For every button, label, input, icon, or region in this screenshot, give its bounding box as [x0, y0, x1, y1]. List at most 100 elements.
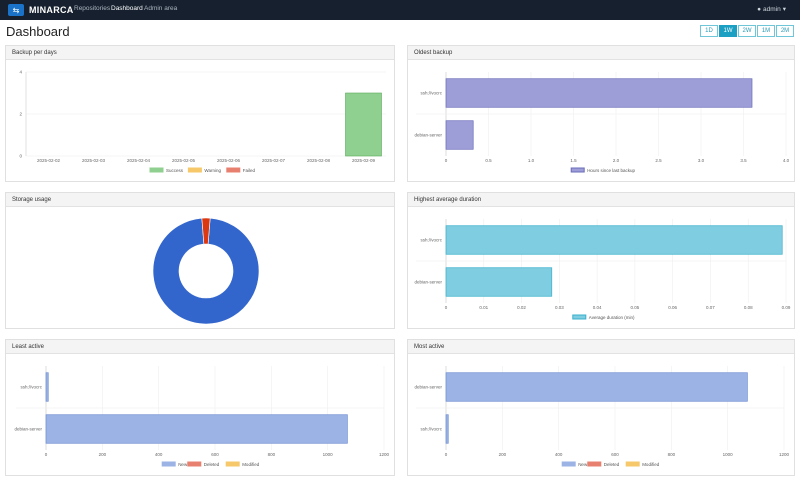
top-navbar: ⇆ MINARCA Repositories Dashboard Admin a…	[0, 0, 800, 20]
card-title: Least active	[6, 340, 394, 354]
legend-label: Deleted	[604, 462, 620, 467]
y-tick-label: ssh://vocrc	[420, 238, 442, 243]
x-tick-label: 600	[211, 452, 219, 457]
period-1w-button[interactable]: 1W	[719, 25, 737, 37]
x-tick-label: 200	[99, 452, 107, 457]
legend-label: Success	[166, 168, 184, 173]
x-tick-label: 2025-02-03	[82, 158, 106, 163]
card-backup-per-days: Backup per days 0 2 4 2025-02-02 2025-02-03 2…	[5, 45, 395, 182]
most-active-chart: 0 200 400 600 800 1000 1200 debian-server ssh://…	[414, 366, 790, 467]
bar	[45, 372, 49, 402]
legend-label: Modified	[642, 462, 660, 467]
x-tick-label: 800	[668, 452, 676, 457]
x-tick-label: 2025-02-04	[127, 158, 151, 163]
brand-name: MINARCA	[29, 5, 74, 15]
card-title: Backup per days	[6, 46, 394, 60]
x-tick-label: 3.5	[740, 158, 747, 163]
x-tick-label: 0	[445, 305, 448, 310]
y-tick-label: debian-server	[414, 133, 442, 138]
legend-swatch	[625, 461, 640, 467]
bar	[445, 225, 783, 255]
user-menu[interactable]: ● admin ▾	[757, 5, 786, 14]
legend-swatch	[187, 461, 202, 467]
x-tick-label: 1.0	[528, 158, 535, 163]
period-1m-button[interactable]: 1M	[757, 25, 775, 37]
bar	[445, 267, 553, 297]
period-2w-button[interactable]: 2W	[738, 25, 756, 37]
x-tick-label: 0.09	[782, 305, 791, 310]
legend-swatch	[161, 461, 176, 467]
x-tick-label: 2025-02-07	[262, 158, 286, 163]
x-tick-label: 0.03	[555, 305, 564, 310]
card-most-active: Most active 0 200 400 600 800 1000 1200 debian-…	[407, 339, 795, 476]
card-title: Storage usage	[6, 193, 394, 207]
x-tick-label: 1.5	[570, 158, 577, 163]
card-least-active: Least active 0 200 400 600 800 1000 1200 ssh://…	[5, 339, 395, 476]
card-title: Most active	[408, 340, 794, 354]
x-tick-label: 0.01	[479, 305, 488, 310]
x-tick-label: 0	[445, 452, 448, 457]
legend-label: Warning	[204, 168, 221, 173]
y-tick-label: debian-server	[14, 427, 42, 432]
legend-swatch	[149, 167, 164, 173]
x-tick-label: 0.07	[706, 305, 715, 310]
period-2m-button[interactable]: 2M	[776, 25, 794, 37]
page-title: Dashboard	[6, 24, 70, 39]
legend-swatch	[226, 167, 241, 173]
minarca-logo-icon: ⇆	[8, 4, 24, 16]
card-oldest-backup: Oldest backup 0 0.5 1.0 1.5 2.0 2.5 3.0 3.5 4.0 s…	[407, 45, 795, 182]
x-tick-label: 2025-02-06	[217, 158, 241, 163]
legend-label: Hours since last backup	[587, 168, 635, 173]
y-tick-label: ssh://vocrc	[20, 385, 42, 390]
x-tick-label: 0.02	[517, 305, 526, 310]
x-tick-label: 800	[268, 452, 276, 457]
x-tick-label: 400	[555, 452, 563, 457]
bar	[445, 120, 474, 150]
nav-dashboard[interactable]: Dashboard	[111, 5, 143, 12]
pie-slice	[201, 217, 211, 245]
legend-swatch	[225, 461, 240, 467]
x-tick-label: 0.06	[668, 305, 677, 310]
x-tick-label: 0.05	[631, 305, 640, 310]
legend-swatch	[587, 461, 602, 467]
x-tick-label: 600	[611, 452, 619, 457]
nav-repositories[interactable]: Repositories	[74, 5, 111, 12]
x-tick-label: 1200	[779, 452, 790, 457]
card-title: Oldest backup	[408, 46, 794, 60]
y-tick-label: 2	[19, 112, 22, 117]
x-tick-label: 0	[45, 452, 48, 457]
pie-slice	[152, 217, 260, 325]
brand[interactable]: ⇆ MINARCA	[8, 3, 74, 17]
x-tick-label: 1000	[723, 452, 734, 457]
x-tick-label: 2025-02-08	[307, 158, 331, 163]
highest-average-duration-chart: 0 0.01 0.02 0.03 0.04 0.05 0.06 0.07 0.08 0.09 ssh…	[414, 219, 791, 320]
legend-swatch	[187, 167, 202, 173]
least-active-chart: 0 200 400 600 800 1000 1200 ssh://vocrc debian-s…	[14, 366, 390, 467]
legend-swatch	[570, 167, 585, 173]
y-tick-label: ssh://vocrc	[420, 91, 442, 96]
caret-down-icon: ▾	[782, 6, 786, 13]
card-title: Highest average duration	[408, 193, 794, 207]
storage-usage-chart	[152, 217, 260, 325]
x-tick-label: 0	[445, 158, 448, 163]
x-tick-label: 1200	[379, 452, 390, 457]
legend-label: Modified	[242, 462, 260, 467]
legend-label: New	[178, 462, 188, 467]
x-tick-label: 2025-02-05	[172, 158, 196, 163]
nav-admin-area[interactable]: Admin area	[144, 5, 178, 12]
x-tick-label: 0.04	[593, 305, 602, 310]
x-tick-label: 0.08	[744, 305, 753, 310]
oldest-backup-chart: 0 0.5 1.0 1.5 2.0 2.5 3.0 3.5 4.0 ssh://vocrc debi…	[414, 72, 790, 173]
y-tick-label: 4	[19, 70, 22, 75]
x-tick-label: 2025-02-02	[37, 158, 61, 163]
x-tick-label: 3.0	[698, 158, 705, 163]
x-tick-label: 1000	[323, 452, 334, 457]
x-tick-label: 2.0	[613, 158, 620, 163]
legend-label: Deleted	[204, 462, 220, 467]
backup-per-days-chart: 0 2 4 2025-02-02 2025-02-03 2025-02-04 2025-02…	[19, 70, 386, 173]
x-tick-label: 0.5	[485, 158, 492, 163]
legend-label: Average duration (min)	[589, 315, 635, 320]
legend-label: New	[578, 462, 588, 467]
y-tick-label: debian-server	[414, 280, 442, 285]
period-1d-button[interactable]: 1D	[700, 25, 718, 37]
